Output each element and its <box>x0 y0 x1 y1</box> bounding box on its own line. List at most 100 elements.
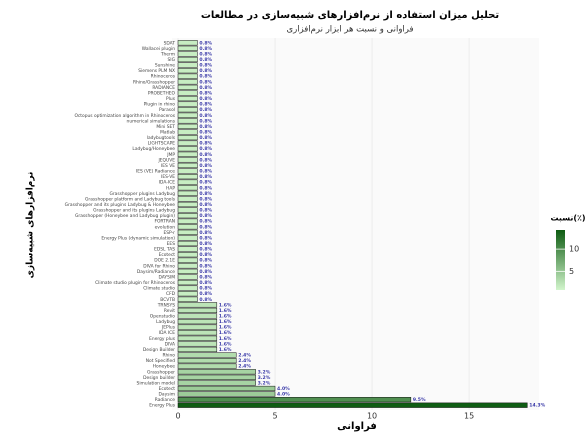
y-tick-label: Honeybee <box>153 364 176 370</box>
bar <box>177 201 198 208</box>
data-label: 0.8% <box>199 146 212 152</box>
bar <box>177 318 218 325</box>
bar <box>177 397 412 403</box>
chart-title: تحلیل میزان استفاده از نرم‌افزارهای شبیه… <box>201 10 500 21</box>
data-label: 0.8% <box>199 79 212 85</box>
y-tick-label: PROBETHEO <box>148 90 176 96</box>
data-label: 0.8% <box>199 263 212 269</box>
y-tick-label: Therm <box>160 51 175 57</box>
data-label: 0.8% <box>199 208 212 214</box>
bar <box>177 107 198 113</box>
y-tick-label: Design builder <box>143 375 175 381</box>
y-tick-label: evolution <box>155 224 176 230</box>
y-tick-label: Plugin in rhino <box>144 102 176 108</box>
data-label: 9.5% <box>413 397 426 403</box>
data-label: 0.8% <box>199 247 212 253</box>
colorbar <box>556 230 565 290</box>
bar <box>177 335 218 341</box>
bar <box>177 274 198 280</box>
y-tick-label: ladybugtools <box>147 135 176 141</box>
y-tick-label: DOE 2.1E <box>154 258 175 264</box>
data-label: 1.6% <box>219 325 232 331</box>
bar <box>177 268 198 274</box>
y-tick-label: Design Builder <box>143 347 175 353</box>
y-tick-label: IES VE <box>161 163 175 169</box>
bar <box>177 196 198 202</box>
y-tick-label: CFD <box>166 291 176 297</box>
data-label: 0.8% <box>199 191 212 197</box>
bar <box>177 380 256 386</box>
bar <box>177 185 198 191</box>
bar <box>177 279 198 286</box>
y-tick-label: IES-VE <box>161 174 175 180</box>
bar <box>177 151 198 157</box>
colorbar-tick-label: 10 <box>569 245 579 254</box>
y-tick-label: SIG <box>168 57 176 63</box>
y-tick-label: Ladybug/Honeybee <box>132 146 175 152</box>
data-label: 0.8% <box>199 74 212 80</box>
y-tick-label: JEQUVE <box>157 157 175 163</box>
y-tick-label: Climate studio plugin for Rhinoceros <box>95 280 176 286</box>
bar <box>177 213 198 219</box>
data-label: 0.8% <box>199 202 212 208</box>
y-tick-label: Grasshopper <box>147 369 175 375</box>
data-label: 0.8% <box>199 118 212 124</box>
y-tick-label: Ecotect <box>159 252 176 258</box>
bar <box>177 179 198 185</box>
y-tick-label: JEPlus <box>161 325 176 331</box>
bar <box>177 246 198 252</box>
y-tick-label: Mini SET <box>156 124 175 130</box>
data-label: 0.8% <box>199 135 212 141</box>
data-label: 0.8% <box>199 96 212 102</box>
bar <box>177 296 198 302</box>
data-label: 0.8% <box>199 107 212 113</box>
y-tick-label: DIVA for Rhino <box>143 263 175 269</box>
data-label: 4.0% <box>277 386 290 392</box>
bar <box>177 341 218 347</box>
y-tick-label: Not Specified <box>146 358 175 364</box>
y-tick-label: Climate studio <box>143 286 175 292</box>
bar <box>177 207 198 213</box>
y-tick-label: Openstudio <box>150 314 176 320</box>
bar <box>177 140 198 146</box>
bar <box>177 358 237 364</box>
bar <box>177 263 198 269</box>
y-tick-label: TRNSYS <box>157 302 175 308</box>
y-tick-label: IDA-ICE <box>159 180 175 186</box>
data-label: 0.8% <box>199 46 212 52</box>
bar <box>177 62 198 68</box>
y-tick-label: Daysim <box>159 392 175 398</box>
y-tick-label: Rhino <box>162 353 175 359</box>
bar <box>177 291 198 297</box>
bar <box>177 224 198 230</box>
y-tick-label: EES <box>167 241 176 247</box>
y-tick-label: Rhinoceros <box>151 74 176 80</box>
data-label: 0.8% <box>199 185 212 191</box>
bar <box>177 168 198 174</box>
data-label: 0.8% <box>199 180 212 186</box>
data-label: 0.8% <box>199 124 212 130</box>
data-label: 0.8% <box>199 258 212 264</box>
y-tick-label: SDAT <box>164 40 176 46</box>
bar <box>177 51 198 57</box>
data-label: 1.6% <box>219 341 232 347</box>
data-label: 0.8% <box>199 169 212 175</box>
bar <box>177 79 198 85</box>
y-tick-label: Revit <box>164 308 175 314</box>
bar <box>177 56 198 63</box>
x-axis-label: فراوانی <box>337 421 377 432</box>
bar <box>177 352 237 358</box>
y-tick-label: Grasshopper plugins Ladybug <box>109 191 175 197</box>
colorbar-title: نسبت(٪) <box>550 214 585 223</box>
data-label: 0.8% <box>199 102 212 108</box>
bar <box>177 73 198 79</box>
y-tick-label: RADIANCE <box>152 85 175 91</box>
data-label: 0.8% <box>199 68 212 74</box>
bar <box>177 101 198 107</box>
bar <box>177 174 198 180</box>
y-tick-label: JMP <box>166 152 175 158</box>
y-tick-label: HAP <box>166 185 175 191</box>
bar <box>177 90 198 96</box>
